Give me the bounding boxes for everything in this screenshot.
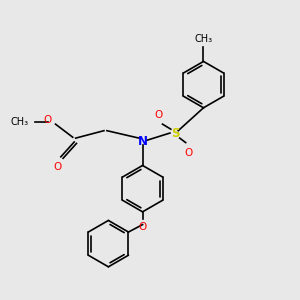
Text: N: N	[138, 135, 148, 148]
Text: O: O	[43, 115, 51, 125]
Text: O: O	[184, 148, 193, 158]
Text: O: O	[53, 162, 61, 172]
Text: CH₃: CH₃	[194, 34, 213, 44]
Text: S: S	[171, 127, 179, 140]
Text: CH₃: CH₃	[10, 117, 28, 127]
Text: O: O	[138, 222, 147, 232]
Text: O: O	[155, 110, 163, 120]
